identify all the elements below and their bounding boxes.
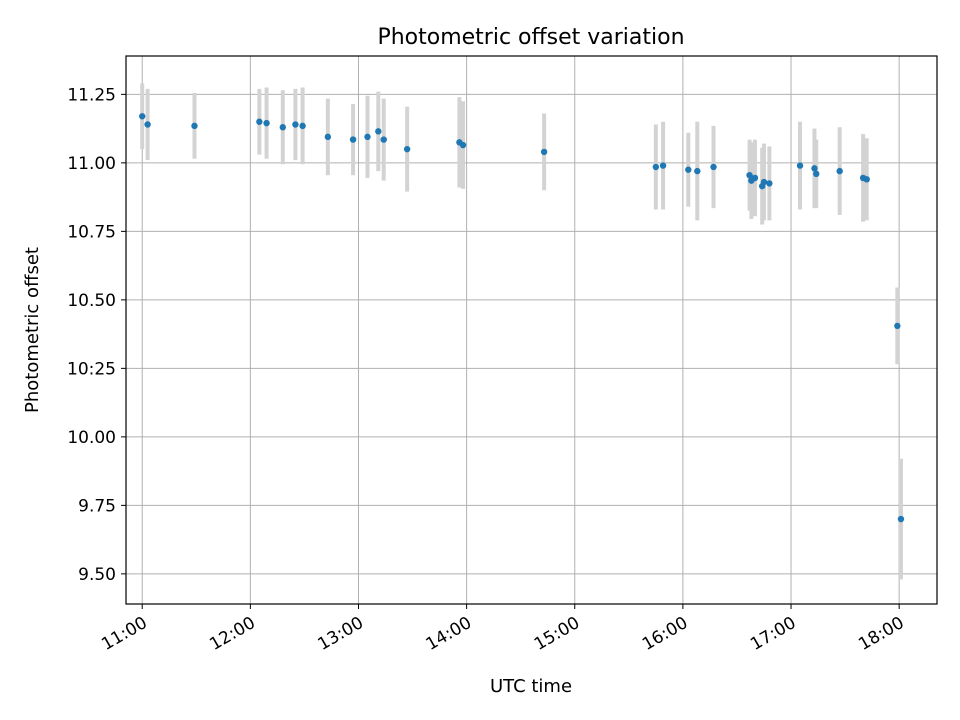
data-point — [375, 128, 382, 135]
data-point — [813, 170, 820, 178]
data-point — [751, 174, 759, 182]
data-point — [766, 180, 773, 187]
y-tick-label: 9.75 — [78, 496, 116, 516]
data-point — [796, 162, 804, 169]
data-point — [459, 141, 467, 149]
data-point — [540, 148, 548, 156]
plot-frame — [125, 55, 938, 605]
chart-title: Photometric offset variation — [377, 25, 684, 50]
data-point — [292, 121, 299, 128]
data-point — [380, 136, 387, 143]
data-point — [299, 122, 306, 130]
y-tick-label: 9.50 — [78, 565, 116, 585]
data-point — [349, 136, 357, 143]
data-point — [144, 121, 151, 128]
data-point — [685, 166, 692, 173]
data-point — [403, 145, 411, 153]
data-point — [836, 167, 843, 175]
data-point — [191, 122, 198, 130]
data-point — [894, 322, 901, 330]
y-tick-label: 10:25 — [67, 359, 116, 379]
data-point — [256, 118, 263, 125]
data-point — [659, 162, 667, 169]
data-point — [863, 176, 870, 183]
x-axis-label: UTC time — [490, 676, 572, 697]
data-point — [746, 171, 753, 179]
y-tick-label: 10.75 — [67, 222, 116, 242]
point-layer — [139, 113, 905, 523]
data-point — [811, 165, 818, 172]
data-point — [694, 167, 701, 175]
data-point — [652, 163, 660, 171]
data-point — [324, 133, 332, 141]
data-point — [897, 515, 905, 523]
data-point — [364, 133, 371, 141]
data-point — [139, 113, 146, 120]
data-point — [279, 124, 286, 131]
data-point — [760, 178, 768, 186]
data-point — [263, 119, 270, 127]
data-point — [710, 163, 717, 171]
y-tick-label: 11.25 — [67, 85, 116, 105]
grid-layer — [126, 56, 937, 604]
y-tick-label: 10.00 — [67, 428, 116, 448]
y-axis-label: Photometric offset — [22, 247, 43, 413]
y-tick-label: 11.00 — [67, 154, 116, 174]
y-tick-label: 10.50 — [67, 291, 116, 311]
